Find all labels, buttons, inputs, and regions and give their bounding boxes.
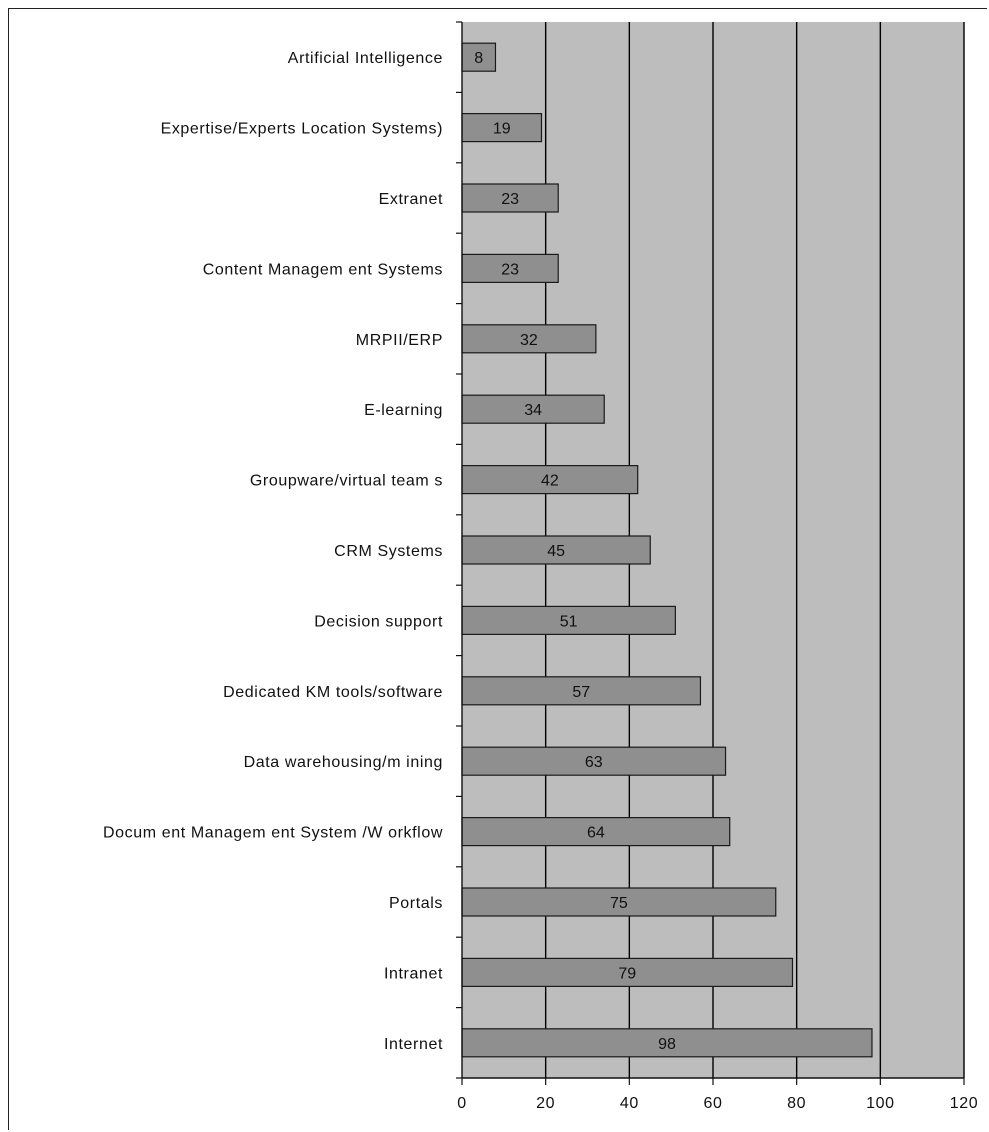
category-label: Extranet: [379, 191, 443, 208]
bars: [461, 42, 873, 1058]
x-tick-label: 100: [866, 1095, 895, 1112]
category-label: Docum ent Managem ent System /W orkflow: [103, 825, 443, 842]
bar-13: [461, 887, 777, 917]
data-label: 75: [610, 895, 628, 912]
data-label: 98: [658, 1036, 676, 1053]
labels: Artificial Intelligence 8 Expertise/Expert…: [103, 50, 978, 1112]
category-label: Data warehousing/m ining: [244, 754, 443, 771]
data-label: 57: [572, 684, 590, 701]
data-label: 8: [474, 50, 483, 67]
category-label: Portals: [389, 895, 443, 912]
x-tick-label: 0: [457, 1095, 467, 1112]
data-label: 32: [520, 332, 538, 349]
data-label: 64: [587, 825, 605, 842]
category-label: Expertise/Experts Location Systems): [161, 121, 443, 138]
x-tick-label: 20: [536, 1095, 555, 1112]
data-label: 42: [541, 473, 559, 490]
data-label: 45: [547, 543, 565, 560]
data-label: 19: [493, 121, 511, 138]
bar-12: [461, 816, 731, 847]
category-label: CRM Systems: [334, 543, 443, 560]
data-label: 51: [560, 613, 578, 630]
category-label: Intranet: [384, 965, 443, 982]
data-label: 63: [585, 754, 603, 771]
data-label: 34: [524, 402, 542, 419]
bar-10: [461, 676, 702, 706]
category-label: Content Managem ent Systems: [203, 261, 443, 278]
category-label: MRPII/ERP: [356, 332, 443, 349]
category-label: Decision support: [314, 613, 443, 630]
category-label: Dedicated KM tools/software: [223, 684, 443, 701]
bar-14: [461, 957, 794, 988]
data-label: 79: [618, 965, 636, 982]
x-tick-label: 80: [787, 1095, 806, 1112]
bar-11: [461, 746, 727, 776]
category-label: Artificial Intelligence: [288, 50, 443, 67]
bar-1: [461, 42, 497, 72]
x-tick-label: 60: [704, 1095, 723, 1112]
data-label: 23: [501, 261, 519, 278]
bar-7: [461, 465, 639, 495]
x-tick-label: 120: [950, 1095, 979, 1112]
category-label: Internet: [384, 1036, 443, 1053]
axes: [456, 21, 965, 1085]
category-label: Groupware/virtual team s: [250, 473, 443, 490]
bar-15: [461, 1028, 873, 1058]
bar-5: [461, 324, 597, 354]
bar-6: [461, 394, 605, 424]
category-label: E-learning: [364, 402, 443, 419]
data-label: 23: [501, 191, 519, 208]
bar-8: [461, 535, 651, 565]
x-tick-label: 40: [620, 1095, 639, 1112]
